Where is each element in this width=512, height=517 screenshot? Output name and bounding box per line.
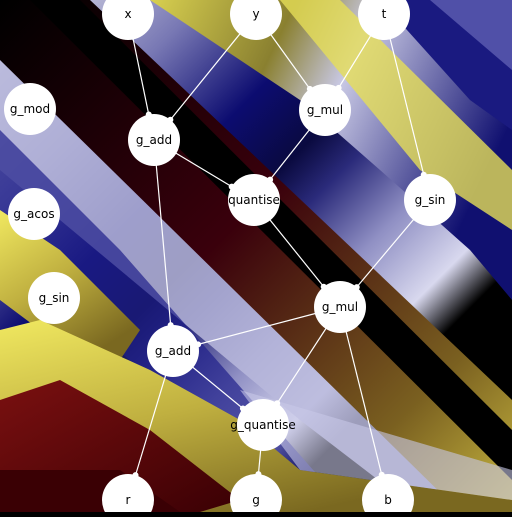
node-circle — [314, 281, 366, 333]
node-label: g_add — [136, 133, 172, 147]
node-circle — [8, 188, 60, 240]
node-quantise-1[interactable]: quantise — [228, 174, 280, 226]
node-g-mul-2[interactable]: g_mul — [314, 281, 366, 333]
node-circle — [299, 84, 351, 136]
node-g-sin-2[interactable]: g_sin — [28, 272, 80, 324]
node-x[interactable]: x — [102, 0, 154, 40]
node-label: g_sin — [415, 193, 446, 207]
node-r[interactable]: r — [102, 474, 154, 517]
node-circle — [237, 399, 289, 451]
node-g[interactable]: g — [230, 474, 282, 517]
node-label: g_quantise — [230, 418, 295, 432]
node-g-add-1[interactable]: g_add — [128, 114, 180, 166]
node-label: x — [124, 7, 131, 21]
node-label: g_acos — [13, 207, 54, 221]
node-label: b — [384, 493, 392, 507]
edge-g_mul_2-b — [339, 306, 389, 501]
node-label: r — [126, 493, 131, 507]
node-g-sin-1[interactable]: g_sin — [404, 174, 456, 226]
node-circle — [147, 325, 199, 377]
node-label: g_mul — [307, 103, 343, 117]
node-circle — [362, 474, 414, 517]
node-layer: x y t g_mod g_add g_mul quantise g_sin g_acos g_s… — [4, 0, 456, 517]
node-t[interactable]: t — [358, 0, 410, 40]
node-g-mul-1[interactable]: g_mul — [299, 84, 351, 136]
node-circle — [228, 174, 280, 226]
node-circle — [28, 272, 80, 324]
node-circle — [102, 0, 154, 40]
node-b[interactable]: b — [362, 474, 414, 517]
node-g-mod[interactable]: g_mod — [4, 83, 56, 135]
node-circle — [358, 0, 410, 40]
node-label: t — [382, 7, 387, 21]
edge-t-g_sin_1 — [383, 13, 431, 201]
node-g-acos[interactable]: g_acos — [8, 188, 60, 240]
node-g-add-2[interactable]: g_add — [147, 325, 199, 377]
node-circle — [4, 83, 56, 135]
node-circle — [230, 474, 282, 517]
node-label: g_sin — [39, 291, 70, 305]
node-label: g_mul — [322, 300, 358, 314]
node-circle — [404, 174, 456, 226]
node-circle — [230, 0, 282, 40]
node-label: g — [252, 493, 260, 507]
node-circle — [128, 114, 180, 166]
node-y[interactable]: y — [230, 0, 282, 40]
edge-g_add_1-g_add_2 — [153, 139, 174, 352]
node-label: y — [252, 7, 259, 21]
node-label: g_add — [155, 344, 191, 358]
node-label: quantise — [228, 193, 280, 207]
node-label: g_mod — [10, 102, 50, 116]
node-circle — [102, 474, 154, 517]
node-g-quantise[interactable]: g_quantise — [230, 399, 296, 451]
